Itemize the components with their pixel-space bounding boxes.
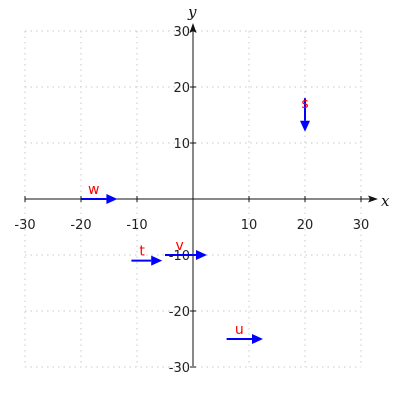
y-tick-label: -10 <box>169 249 190 264</box>
grid <box>24 30 362 368</box>
y-tick-label: -30 <box>169 361 190 376</box>
vector-t: t <box>131 244 163 266</box>
vector-arrowhead <box>300 120 310 132</box>
x-tick-label: -20 <box>70 218 91 233</box>
tick-labels: -30 -20 -10 10 20 30 -30 -20 -10 10 20 30 <box>14 25 369 376</box>
y-tick-label: -20 <box>169 305 190 320</box>
x-tick-label: -10 <box>126 218 147 233</box>
vector-label: v <box>176 238 184 254</box>
vector-s: s <box>300 96 310 132</box>
x-tick-label: 10 <box>241 218 258 233</box>
vector-label: t <box>139 244 145 260</box>
y-tick-label: 30 <box>173 25 190 40</box>
vector-arrowhead <box>252 334 263 344</box>
vectors: s w t v u <box>81 96 310 344</box>
vector-w: w <box>81 182 118 204</box>
vector-v: v <box>165 238 207 260</box>
vector-label: w <box>88 182 99 198</box>
vector-arrowhead <box>151 255 163 266</box>
vector-label: u <box>235 322 244 338</box>
y-tick-label: 10 <box>173 137 190 152</box>
axes: x y <box>25 3 390 366</box>
vector-u: u <box>226 322 263 344</box>
vector-label: s <box>301 96 308 112</box>
vector-arrowhead <box>196 250 207 260</box>
x-tick-label: 30 <box>353 218 370 233</box>
x-axis-arrowhead <box>368 195 378 203</box>
y-tick-label: 20 <box>173 81 190 96</box>
x-tick-label: -30 <box>14 218 35 233</box>
vector-arrowhead <box>106 194 118 204</box>
x-axis-label: x <box>381 192 390 210</box>
y-axis-label: y <box>187 3 197 21</box>
x-tick-label: 20 <box>297 218 314 233</box>
